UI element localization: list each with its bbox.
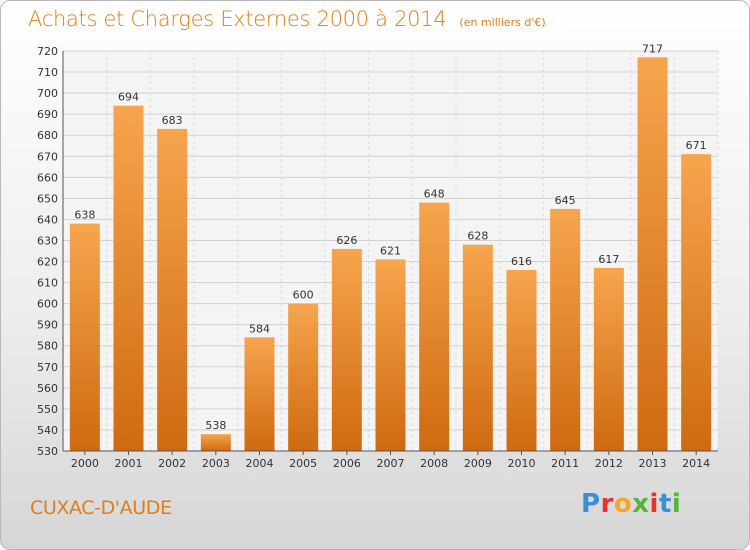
x-tick-label-2007: 2007 <box>377 457 405 470</box>
y-tick-label: 600 <box>37 298 58 311</box>
bar-2006 <box>331 248 362 451</box>
brand-letter: P <box>581 489 601 519</box>
data-label-2014: 671 <box>686 139 707 152</box>
y-tick-label: 660 <box>37 171 58 184</box>
brand-letter: r <box>600 489 614 519</box>
data-label-2003: 538 <box>205 419 226 432</box>
x-tick-label-2013: 2013 <box>639 457 667 470</box>
bar-2008 <box>419 202 450 451</box>
bar-2014 <box>681 154 712 451</box>
x-tick-label-2014: 2014 <box>682 457 710 470</box>
x-tick-label-2012: 2012 <box>595 457 623 470</box>
brand-letter: i <box>649 489 659 519</box>
proxiti-logo: Proxiti <box>581 489 681 519</box>
y-tick-label: 540 <box>37 424 58 437</box>
data-label-2007: 621 <box>380 244 401 257</box>
bar-2001 <box>113 105 144 451</box>
x-tick-label-2008: 2008 <box>420 457 448 470</box>
y-tick-label: 620 <box>37 256 58 269</box>
brand-letter: t <box>658 489 672 519</box>
x-tick-label-2003: 2003 <box>202 457 230 470</box>
bar-layer: 638 694 683 538 584 600 626 621 648 628 616 645 617 7… <box>69 42 712 451</box>
y-tick-label: 690 <box>37 108 58 121</box>
y-tick-label: 670 <box>37 150 58 163</box>
bar-2003 <box>200 434 231 451</box>
title-row: Achats et Charges Externes 2000 à 2014 (… <box>28 7 546 31</box>
x-tick-label-2009: 2009 <box>464 457 492 470</box>
bar-2012 <box>593 267 624 451</box>
data-label-2002: 683 <box>162 114 183 127</box>
data-label-2008: 648 <box>424 188 445 201</box>
city-name: CUXAC-D'AUDE <box>30 497 172 519</box>
x-tick-label-2000: 2000 <box>71 457 99 470</box>
y-tick-label: 580 <box>37 340 58 353</box>
y-tick-label: 710 <box>37 66 58 79</box>
x-tick-label-2005: 2005 <box>289 457 317 470</box>
data-label-2000: 638 <box>74 209 95 222</box>
bar-2010 <box>506 269 537 451</box>
y-tick-label: 630 <box>37 234 58 247</box>
x-tick-label-2004: 2004 <box>246 457 274 470</box>
y-tick-label: 640 <box>37 213 58 226</box>
bar-2013 <box>637 57 668 451</box>
data-label-2011: 645 <box>555 194 576 207</box>
y-tick-label: 530 <box>37 445 58 458</box>
x-tick-label-2002: 2002 <box>158 457 186 470</box>
bar-2000 <box>69 223 100 451</box>
x-tick-label-2011: 2011 <box>551 457 579 470</box>
data-label-2001: 694 <box>118 91 139 104</box>
y-tick-label: 570 <box>37 361 58 374</box>
y-tick-label: 650 <box>37 192 58 205</box>
x-tick-label-2001: 2001 <box>115 457 143 470</box>
axis-layer: 530 540 550 560 570 580 590 600 610 620 630 640 650 6… <box>37 45 718 470</box>
bar-2011 <box>550 208 581 451</box>
bar-2004 <box>244 337 275 451</box>
y-tick-label: 680 <box>37 129 58 142</box>
chart-subtitle: (en milliers d'€) <box>459 16 546 29</box>
data-label-2005: 600 <box>293 289 314 302</box>
data-label-2012: 617 <box>598 253 619 266</box>
data-label-2004: 584 <box>249 322 270 335</box>
data-label-2006: 626 <box>336 234 357 247</box>
y-tick-label: 610 <box>37 277 58 290</box>
brand-letter: i <box>671 489 682 519</box>
bar-2005 <box>288 303 319 451</box>
y-tick-label: 720 <box>37 45 58 58</box>
y-tick-label: 560 <box>37 382 58 395</box>
data-label-2013: 717 <box>642 42 663 55</box>
x-tick-label-2006: 2006 <box>333 457 361 470</box>
brand-letter: o <box>613 489 633 519</box>
chart-title: Achats et Charges Externes 2000 à 2014 <box>28 7 447 31</box>
brand-letter: x <box>632 489 650 519</box>
bar-2007 <box>375 259 406 451</box>
x-tick-label-2010: 2010 <box>508 457 536 470</box>
bar-2002 <box>157 128 188 451</box>
y-tick-label: 590 <box>37 319 58 332</box>
bar-2009 <box>462 244 493 451</box>
data-label-2009: 628 <box>467 230 488 243</box>
data-label-2010: 616 <box>511 255 532 268</box>
y-tick-label: 550 <box>37 403 58 416</box>
y-tick-label: 700 <box>37 87 58 100</box>
